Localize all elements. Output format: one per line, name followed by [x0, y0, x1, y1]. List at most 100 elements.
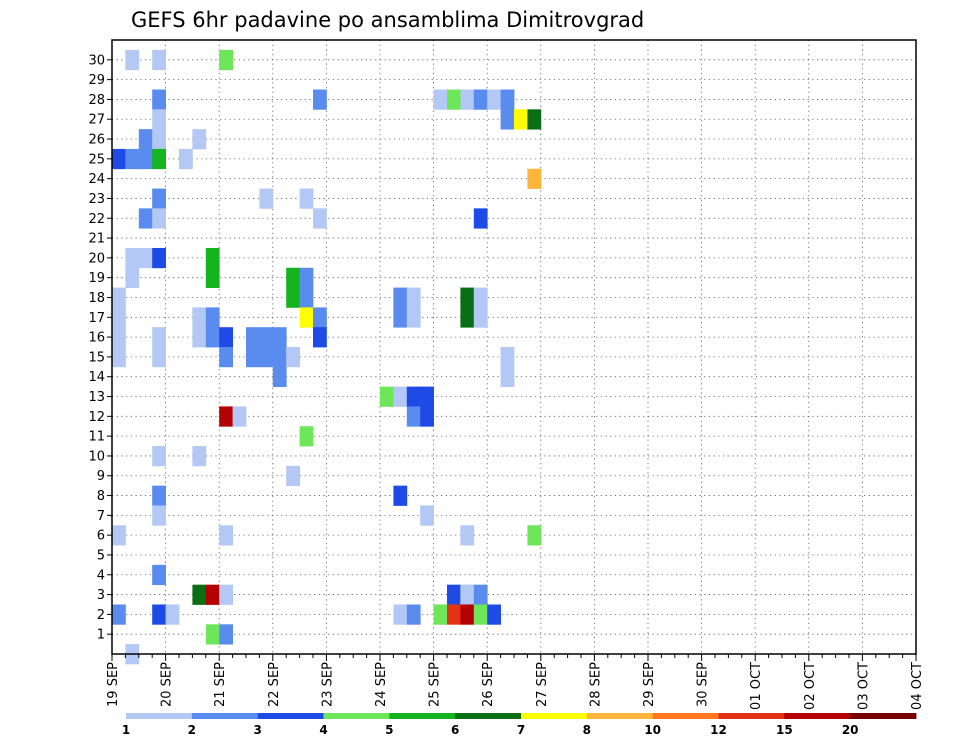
heatmap-cell	[286, 287, 300, 308]
legend-swatch	[521, 713, 588, 719]
y-tick-label: 13	[88, 390, 105, 405]
heatmap-cell	[165, 604, 180, 625]
heatmap-cell	[500, 109, 515, 130]
heatmap-cell	[192, 446, 207, 467]
heatmap-cell	[219, 406, 233, 427]
heatmap-cell	[473, 584, 488, 605]
x-tick-label: 30 SEP	[696, 662, 711, 707]
y-tick-label: 2	[97, 608, 105, 623]
heatmap-cell	[473, 604, 488, 625]
heatmap-cell	[380, 386, 394, 407]
heatmap-cell	[259, 327, 274, 348]
y-tick-label: 21	[88, 232, 105, 247]
heatmap-cell	[393, 287, 408, 308]
heatmap-cell	[125, 267, 140, 288]
legend-swatch	[718, 713, 785, 719]
x-tick-label: 21 SEP	[213, 662, 228, 707]
heatmap-cell	[246, 327, 260, 348]
x-tick-label: 26 SEP	[481, 662, 496, 707]
heatmap-cell	[219, 49, 233, 71]
heatmap-cell	[138, 208, 153, 229]
heatmap-cell	[125, 148, 140, 170]
heatmap-cell	[473, 89, 488, 110]
legend-label: 3	[253, 723, 261, 737]
y-tick-label: 12	[88, 410, 105, 425]
heatmap-cell	[152, 129, 166, 150]
heatmap-cell	[500, 89, 515, 110]
y-tick-label: 27	[88, 113, 105, 128]
legend-label: 20	[842, 723, 859, 737]
heatmap-cell	[112, 287, 126, 308]
x-tick-label: 22 SEP	[267, 662, 282, 707]
heatmap-cell	[514, 109, 528, 130]
heatmap-cell	[152, 327, 166, 348]
heatmap-cell	[460, 584, 475, 605]
heatmap-cell	[313, 89, 327, 110]
heatmap-cell	[259, 188, 274, 209]
chart-title: GEFS 6hr padavine po ansamblima Dimitrov…	[131, 8, 644, 32]
x-tick-label: 19 SEP	[106, 662, 121, 707]
y-tick-label: 19	[88, 271, 105, 286]
heatmap-cell	[205, 624, 220, 645]
y-tick-label: 9	[97, 469, 105, 484]
legend-label: 6	[451, 723, 459, 737]
y-tick-label: 16	[88, 331, 105, 346]
heatmap-cell	[420, 406, 434, 427]
heatmap-cell	[112, 347, 126, 368]
legend-swatch	[652, 713, 719, 719]
heatmap-cell	[205, 327, 220, 348]
legend-label: 12	[710, 723, 727, 737]
y-tick-label: 15	[88, 350, 105, 365]
heatmap-cell	[299, 188, 314, 209]
heatmap-cell	[219, 347, 233, 368]
x-tick-label: 29 SEP	[642, 662, 657, 707]
heatmap-cell	[393, 485, 408, 506]
y-tick-label: 29	[88, 73, 105, 88]
x-tick-label: 27 SEP	[535, 662, 550, 707]
heatmap-cell	[460, 604, 475, 625]
heatmap-cell	[112, 604, 126, 625]
heatmap-cell	[138, 247, 153, 269]
x-tick-label: 23 SEP	[320, 662, 335, 707]
heatmap-cell	[192, 584, 207, 605]
heatmap-cell	[219, 525, 233, 546]
heatmap-cell	[433, 89, 448, 110]
heatmap-cell	[152, 89, 166, 110]
heatmap-cell	[192, 129, 207, 150]
heatmap-cell	[447, 584, 461, 605]
heatmap-cell	[393, 604, 408, 625]
heatmap-cell	[205, 267, 220, 288]
legend-swatch	[191, 713, 259, 719]
heatmap-cell	[286, 465, 300, 487]
x-axis: 19 SEP 20 SEP 21 SEP 22 SEP 23 SEP 24 SEP 25 S…	[106, 654, 925, 710]
heatmap-cell	[152, 505, 166, 526]
x-tick-label: 02 OCT	[803, 662, 818, 710]
y-tick-label: 25	[88, 152, 105, 167]
x-tick-label: 28 SEP	[588, 662, 603, 707]
heatmap-cell	[406, 307, 421, 328]
heatmap-cells	[112, 49, 542, 665]
heatmap-cell	[152, 188, 166, 209]
legend-swatch	[257, 713, 324, 719]
y-tick-label: 22	[88, 212, 105, 227]
legend-swatch	[126, 713, 193, 719]
y-tick-label: 18	[88, 291, 105, 306]
x-tick-label: 24 SEP	[374, 662, 389, 707]
legend-label: 2	[188, 723, 196, 737]
y-tick-label: 17	[88, 311, 105, 326]
heatmap-cell	[112, 148, 126, 170]
heatmap-cell	[460, 89, 475, 110]
y-tick-label: 26	[88, 133, 105, 148]
heatmap-cell	[125, 247, 140, 269]
legend-label: 15	[776, 723, 793, 737]
heatmap-cell	[406, 287, 421, 308]
heatmap-cell	[232, 406, 247, 427]
heatmap-cell	[138, 148, 153, 170]
heatmap-cell	[487, 89, 501, 110]
heatmap-cell	[460, 307, 475, 328]
y-tick-label: 4	[97, 568, 105, 583]
heatmap-cell	[152, 485, 166, 506]
heatmap-cell	[152, 49, 166, 71]
heatmap-cell	[138, 129, 153, 150]
